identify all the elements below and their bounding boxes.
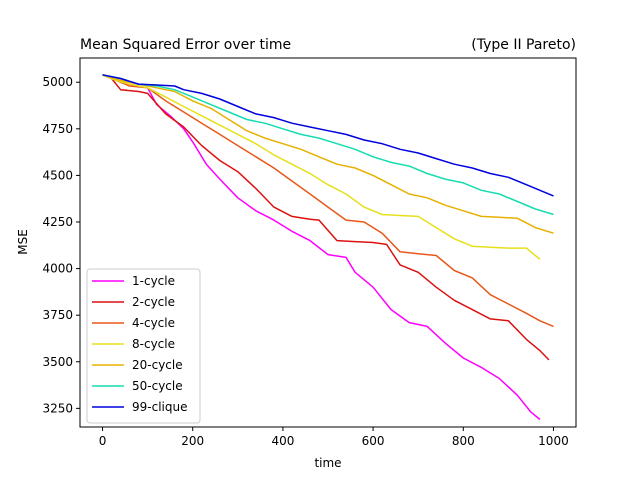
legend-label: 2-cycle [132, 295, 175, 309]
y-axis: 3250 3500 3750 4000 4250 4500 4750 5000 [42, 75, 80, 415]
x-tick-label: 800 [452, 434, 475, 448]
series-line-1-cycle [102, 74, 541, 421]
series-line-20-cycle [102, 74, 554, 234]
x-axis-label: time [314, 456, 341, 470]
y-tick-label: 3250 [42, 401, 73, 415]
series-line-4-cycle [102, 74, 554, 328]
y-tick-label: 5000 [42, 75, 73, 89]
x-tick-label: 1000 [538, 434, 569, 448]
series-line-50-cycle [102, 74, 554, 216]
y-tick-label: 4750 [42, 122, 73, 136]
legend-label: 1-cycle [132, 274, 175, 288]
y-tick-label: 4000 [42, 262, 73, 276]
y-tick-label: 3750 [42, 308, 73, 322]
legend-box [86, 268, 201, 424]
series-layer [102, 74, 554, 421]
x-tick-label: 0 [99, 434, 107, 448]
x-axis: 0 200 400 600 800 1000 [99, 427, 569, 448]
series-line-2-cycle [102, 74, 550, 361]
legend: 1-cycle 2-cycle 4-cycle 8-cycle 20-cycle 50-c… [86, 268, 201, 424]
legend-label: 99-clique [132, 400, 187, 414]
legend-label: 20-cycle [132, 358, 183, 372]
x-tick-label: 400 [271, 434, 294, 448]
series-line-99-clique [102, 74, 554, 197]
series-line-8-cycle [102, 74, 541, 260]
x-tick-label: 200 [181, 434, 204, 448]
legend-label: 4-cycle [132, 316, 175, 330]
y-tick-label: 4500 [42, 168, 73, 182]
y-tick-label: 3500 [42, 355, 73, 369]
y-axis-label: MSE [16, 229, 30, 255]
y-tick-label: 4250 [42, 215, 73, 229]
chart-title: Mean Squared Error over time [80, 37, 291, 53]
plot-frame [79, 57, 577, 428]
chart-subtitle: (Type II Pareto) [471, 37, 576, 53]
legend-label: 50-cycle [132, 379, 183, 393]
legend-label: 8-cycle [132, 337, 175, 351]
x-tick-label: 600 [362, 434, 385, 448]
